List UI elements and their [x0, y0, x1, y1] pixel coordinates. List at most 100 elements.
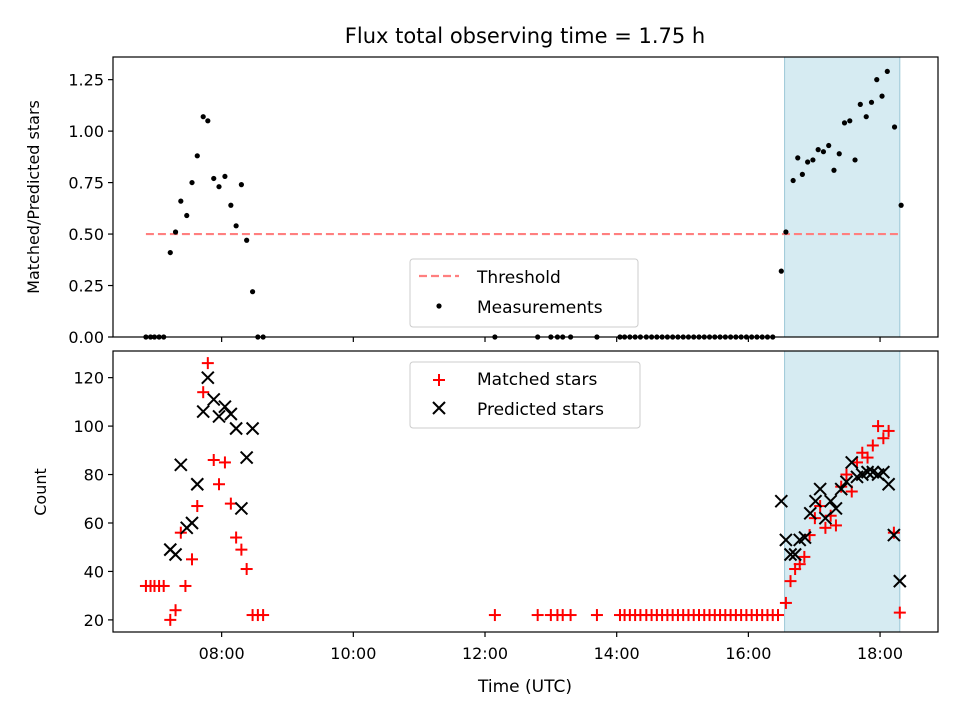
count-y-tick-label: 60 [84, 514, 104, 533]
matched-star-point [784, 575, 797, 588]
matched-star-point [819, 521, 832, 534]
matched-star-point [893, 606, 906, 619]
predicted-star-point [174, 458, 188, 472]
matched-star-point [164, 613, 177, 626]
matched-star-point [213, 478, 226, 491]
matched-star-point [235, 543, 248, 556]
x-tick-label: 08:00 [199, 644, 245, 663]
measurement-point [831, 167, 837, 173]
measurement-point [194, 153, 200, 159]
measurement-point [222, 173, 228, 180]
predicted-star-point [829, 501, 843, 516]
predicted-star-point [783, 547, 798, 562]
count-legend: Matched stars Predicted stars [409, 361, 641, 429]
measurement-point [852, 157, 858, 163]
count-legend-box [409, 361, 641, 429]
count-x-axis: 08:00 10:00 12:00 14:00 16:00 18:00 [199, 632, 903, 663]
matched-star-point [887, 526, 900, 539]
predicted-star-point [212, 409, 226, 424]
predicted-star-point [845, 455, 859, 470]
ratio-y-tick-label: 0.75 [68, 174, 104, 193]
legend-predicted-label: Predicted stars [477, 400, 604, 420]
matched-star-point [840, 468, 853, 481]
matched-star-point [866, 439, 879, 452]
x-tick-label: 16:00 [725, 644, 771, 663]
predicted-star-points [163, 370, 907, 588]
x-tick-label: 12:00 [462, 644, 508, 663]
measurement-point [783, 229, 789, 235]
measurement-point [228, 202, 234, 208]
matched-star-point [224, 497, 237, 510]
measurement-point [857, 101, 863, 107]
matched-star-point [882, 424, 895, 437]
measurement-point [847, 118, 853, 124]
measurement-point [826, 142, 832, 149]
ratio-y-tick-label: 1.25 [68, 71, 104, 90]
matched-star-point [240, 563, 253, 576]
count-y-tick-label: 80 [84, 466, 104, 485]
predicted-star-point [774, 494, 789, 508]
predicted-star-point [239, 450, 254, 465]
count-y-tick-label: 100 [73, 417, 104, 436]
matched-star-point [772, 609, 785, 622]
measurement-point [898, 202, 904, 208]
legend-measurement-label: Measurements [477, 298, 603, 318]
legend-measurement-swatch [436, 303, 442, 309]
predicted-star-point [803, 506, 817, 521]
x-tick-label: 18:00 [857, 644, 903, 663]
measurement-point [184, 212, 190, 219]
measurement-point [815, 147, 821, 153]
x-tick-label: 10:00 [330, 644, 376, 663]
measurement-point [778, 268, 784, 274]
matched-star-point [197, 386, 210, 399]
predicted-star-point [881, 477, 896, 491]
matched-star-point [488, 609, 501, 622]
measurement-point [790, 177, 796, 184]
predicted-star-point [788, 547, 802, 562]
ratio-legend-box [409, 258, 639, 328]
ratio-x-ticks [221, 337, 881, 342]
matched-star-point [779, 596, 792, 609]
measurement-point [244, 237, 250, 243]
predicted-star-point [813, 482, 827, 496]
legend-predicted-swatch [432, 401, 446, 415]
ratio-highlight-band [784, 56, 901, 338]
matched-star-point [179, 579, 192, 592]
predicted-star-point [201, 370, 215, 385]
matched-star-point [191, 500, 204, 513]
predicted-star-point [860, 465, 875, 479]
count-y-tick-label: 120 [73, 369, 104, 388]
measurement-point [211, 175, 217, 182]
measurement-point [795, 155, 801, 161]
ratio-y-label: Matched/Predicted stars [24, 100, 43, 294]
predicted-star-point [839, 475, 854, 489]
ratio-legend: Threshold Measurements [409, 258, 639, 328]
matched-star-point [257, 609, 270, 622]
legend-matched-label: Matched stars [477, 370, 597, 390]
matched-star-point [872, 420, 885, 433]
measurement-point [879, 93, 885, 99]
measurement-point [841, 120, 848, 126]
measurement-point [233, 223, 239, 229]
predicted-star-point [196, 404, 210, 419]
measurement-point [863, 114, 869, 120]
predicted-star-point [834, 482, 848, 496]
predicted-star-point [168, 547, 183, 562]
matched-star-point [564, 609, 577, 622]
measurement-point [884, 68, 890, 75]
predicted-star-point [207, 392, 221, 407]
legend-threshold-label: Threshold [476, 268, 561, 288]
ratio-y-tick-label: 1.00 [68, 122, 104, 141]
measurement-point [799, 171, 805, 177]
ratio-y-tick-label: 0.25 [68, 277, 104, 296]
measurement-point [868, 99, 875, 105]
matched-star-point [861, 451, 874, 464]
matched-star-point [798, 550, 811, 563]
count-y-axis: 20 40 60 80 100 120 [73, 369, 113, 630]
predicted-star-point [808, 494, 823, 508]
matched-star-point [186, 553, 199, 566]
measurement-point [820, 149, 827, 155]
count-y-tick-label: 40 [84, 562, 104, 581]
matched-star-point [877, 432, 890, 445]
